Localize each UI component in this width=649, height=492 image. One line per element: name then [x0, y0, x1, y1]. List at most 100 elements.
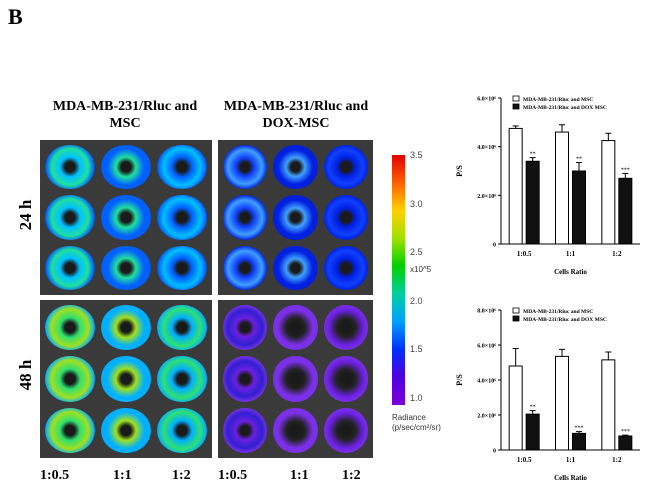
ratio-label: 1:0.5 — [218, 468, 248, 483]
bar — [601, 359, 616, 451]
legend-label: MDA-MB-231/Rluc and DOX MSC — [523, 317, 607, 323]
x-tick-label: 1:2 — [612, 250, 622, 258]
well — [223, 305, 268, 351]
ratio-label: 1:1 — [290, 468, 309, 483]
x-axis-label: Cells Ratio — [554, 268, 587, 276]
ratio-label: 1:0.5 — [40, 468, 70, 483]
significance-label: ** — [576, 156, 582, 162]
bli-image-msc-24h — [40, 140, 212, 295]
bar — [618, 177, 633, 245]
well — [223, 195, 268, 240]
well — [273, 356, 318, 402]
well — [223, 245, 268, 290]
well — [273, 245, 318, 290]
bar — [601, 140, 616, 245]
x-tick-label: 1:1 — [566, 456, 576, 464]
bli-image-dox-48h — [218, 300, 373, 458]
legend-swatch — [512, 103, 520, 110]
bar — [525, 413, 540, 451]
well — [273, 195, 318, 240]
y-tick-label: 4.0×10⁶ — [477, 145, 496, 151]
well — [223, 356, 268, 402]
bar-chart-24h: 0 2.0×10⁶ 4.0×10⁶ 6.0×10⁶ P/S Cells Ratio 1:0.… — [455, 95, 640, 276]
x-tick-label: 1:0.5 — [517, 250, 532, 258]
colorbar-label: Radiance — [392, 413, 426, 422]
well — [323, 245, 368, 290]
colorbar-unit: x10^5 — [410, 265, 432, 274]
bar — [555, 355, 569, 451]
well — [45, 145, 95, 190]
significance-label: *** — [621, 429, 630, 435]
colorbar-tick: 1.5 — [410, 344, 423, 354]
bar — [508, 365, 523, 451]
column-header-dox-msc: MDA-MB-231/Rluc and DOX-MSC — [223, 99, 369, 131]
legend-label: MDA-MB-231/Rluc and DOX MSC — [523, 105, 607, 111]
y-tick-label: 6.0×10⁶ — [477, 97, 496, 103]
panel-letter: B — [8, 4, 23, 29]
well — [45, 195, 95, 240]
colorbar-tick: 3.0 — [410, 198, 423, 209]
well — [323, 356, 368, 402]
well — [223, 145, 268, 190]
well — [101, 305, 151, 351]
bar-chart-48h: 0 2.0×10⁶ 4.0×10⁶ 6.0×10⁶ 8.0×10⁶ P/S Cells Ra… — [455, 307, 640, 482]
well — [101, 356, 151, 402]
well — [323, 145, 368, 190]
legend-label: MDA-MB-231/Rluc and MSC — [523, 309, 593, 315]
colorbar-label-units: (p/sec/cm²/sr) — [392, 423, 441, 432]
y-tick-label: 0 — [493, 243, 496, 249]
well — [157, 305, 207, 351]
bar — [508, 127, 523, 245]
well — [157, 245, 207, 290]
y-axis-label: P/S — [455, 374, 464, 386]
well — [45, 356, 95, 402]
colorbar-tick: 3.5 — [410, 150, 423, 160]
well — [323, 407, 368, 453]
well — [101, 245, 151, 290]
x-tick-label: 1:2 — [612, 456, 622, 464]
well — [101, 407, 151, 453]
y-tick-label: 2.0×10⁶ — [477, 194, 496, 200]
well — [323, 305, 368, 351]
bar — [525, 160, 540, 245]
row-label-48h: 48 h — [16, 359, 35, 391]
column-header-msc: MDA-MB-231/Rluc and MSC — [52, 99, 198, 131]
well — [101, 195, 151, 240]
significance-label: *** — [575, 426, 584, 432]
well — [45, 245, 95, 290]
legend-swatch — [512, 315, 520, 322]
well — [157, 356, 207, 402]
legend-swatch — [512, 95, 520, 102]
colorbar-tick: 2.5 — [410, 247, 423, 257]
legend-label: MDA-MB-231/Rluc and MSC — [523, 97, 593, 103]
y-tick-label: 4.0×10⁶ — [477, 379, 496, 385]
well — [323, 195, 368, 240]
well — [273, 305, 318, 351]
well — [45, 407, 95, 453]
well — [273, 145, 318, 190]
radiance-colorbar — [392, 155, 405, 405]
significance-label: ** — [530, 405, 536, 411]
y-tick-label: 6.0×10⁶ — [477, 344, 496, 350]
colorbar-tick: 2.0 — [410, 295, 423, 306]
x-tick-label: 1:1 — [566, 250, 576, 258]
well — [101, 145, 151, 190]
ratio-label: 1:2 — [342, 468, 361, 483]
bli-image-dox-24h — [218, 140, 373, 295]
colorbar-tick: 1.0 — [410, 392, 423, 403]
legend-swatch — [512, 307, 520, 314]
row-label-24h: 24 h — [16, 199, 35, 231]
bar — [572, 432, 586, 451]
well — [273, 407, 318, 453]
well — [157, 195, 207, 240]
y-tick-label: 8.0×10⁶ — [477, 309, 496, 315]
ratio-label: 1:1 — [113, 468, 132, 483]
well — [157, 407, 207, 453]
bar — [555, 131, 569, 245]
x-axis-label: Cells Ratio — [554, 474, 587, 482]
y-tick-label: 0 — [493, 449, 496, 455]
bar — [572, 170, 586, 245]
well — [157, 145, 207, 190]
significance-label: ** — [530, 152, 536, 158]
bli-image-msc-48h — [40, 300, 212, 458]
